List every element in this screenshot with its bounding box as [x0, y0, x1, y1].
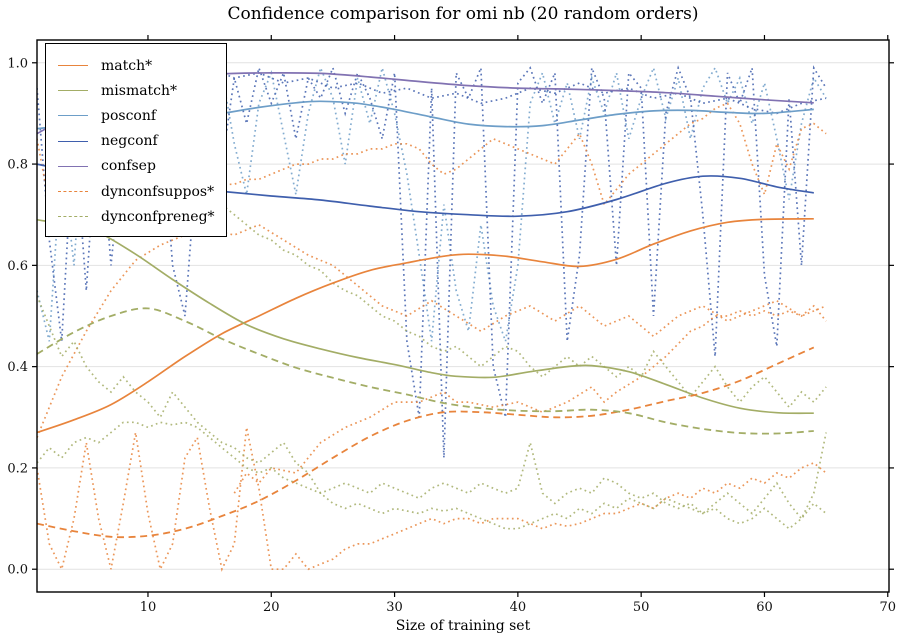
legend-item-confsep: confsep [58, 154, 216, 179]
raw-series-dynconfsuppos-raw-low [37, 427, 827, 572]
legend-item-mismatch: mismatch* [58, 78, 216, 103]
y-tick-label: 0.0 [7, 563, 28, 578]
legend-label-posconf: posconf [101, 107, 157, 124]
legend-label-confsep: confsep [101, 158, 156, 175]
legend-box: match* mismatch* posconf negconf confsep… [45, 43, 227, 238]
raw-series-posconf-raw [37, 64, 827, 342]
y-tick-label: 0.2 [7, 461, 28, 476]
raw-series-dynconfpreneg-raw-b [37, 295, 827, 530]
legend-swatch-dynconfsuppos [58, 191, 88, 193]
legend-item-posconf: posconf [58, 103, 216, 128]
legend-label-mismatch: mismatch* [101, 82, 178, 99]
legend-label-match: match* [101, 57, 153, 74]
x-tick-label: 10 [140, 600, 157, 615]
x-axis-label: Size of training set [395, 618, 531, 634]
raw-series-match-raw-mid [37, 223, 827, 438]
legend-label-dynconfsuppos: dynconfsuppos* [101, 183, 215, 200]
raw-series-mismatch-raw [221, 203, 827, 409]
legend-label-dynconfpreneg: dynconfpreneg* [101, 208, 215, 225]
raw-series-confsep-raw [209, 67, 827, 115]
legend-label-negconf: negconf [101, 133, 158, 150]
legend-swatch-confsep [58, 165, 88, 167]
y-tick-label: 0.6 [7, 259, 28, 274]
raw-series-negconf-raw [37, 64, 827, 458]
y-tick-label: 0.8 [7, 158, 28, 173]
legend-swatch-negconf [58, 140, 88, 142]
legend-swatch-dynconfpreneg [58, 216, 88, 218]
y-tick-label: 0.4 [7, 360, 28, 375]
series-match [37, 217, 814, 434]
x-tick-label: 60 [756, 600, 773, 615]
legend-swatch-posconf [58, 115, 88, 117]
series-dynconfsuppos [37, 346, 815, 539]
y-tick-label: 1.0 [7, 56, 28, 71]
legend-item-match: match* [58, 53, 216, 78]
raw-series-dynconfpreneg-raw-a [37, 421, 827, 521]
x-tick-label: 50 [633, 600, 650, 615]
chart-title: Confidence comparison for omi nb (20 ran… [227, 4, 699, 24]
legend-swatch-match [58, 65, 88, 67]
series-mismatch [37, 218, 814, 415]
legend-item-negconf: negconf [58, 129, 216, 154]
legend-item-dynconfpreneg: dynconfpreneg* [58, 204, 216, 229]
x-tick-label: 30 [386, 600, 403, 615]
legend-item-dynconfsuppos: dynconfsuppos* [58, 179, 216, 204]
plot-frame [36, 39, 890, 593]
x-tick-label: 20 [263, 600, 280, 615]
x-tick-label: 40 [510, 600, 527, 615]
legend-swatch-mismatch [58, 90, 88, 92]
axis-ticks: 10 20 30 40 50 60 70 0.0 0.2 0.4 0.6 0.8 1.0 [7, 35, 896, 615]
raw-series-dynconfsuppos-raw-mid [233, 304, 827, 494]
series-dynconfpreneg [37, 307, 814, 435]
x-tick-label: 70 [879, 600, 896, 615]
